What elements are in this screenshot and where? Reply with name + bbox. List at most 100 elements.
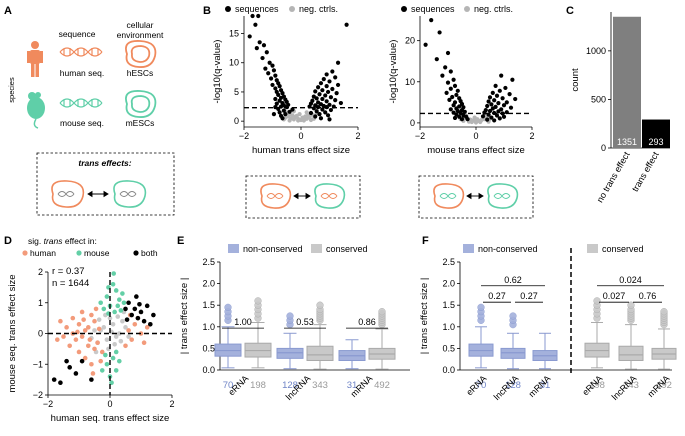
sequence-point: [333, 98, 338, 103]
x-tick-label: 2: [529, 131, 534, 141]
point-both: [58, 380, 63, 386]
point-both: [67, 365, 72, 370]
point-mouse: [121, 300, 127, 306]
sequence-point: [445, 80, 451, 85]
legend-marker-conserved: [311, 244, 322, 253]
sequence-point: [448, 69, 453, 74]
mesc-label: mESCs: [126, 118, 155, 128]
panel-label-f: F: [422, 235, 429, 247]
point-mouse: [98, 300, 103, 306]
point-mouse: [115, 303, 121, 309]
sequence-point: [277, 98, 282, 103]
pvalue-label: 0.027: [603, 291, 626, 301]
x-tick-label: 0: [107, 399, 112, 409]
sequence-point: [437, 30, 442, 35]
col-env-label-2: environment: [117, 30, 164, 40]
legend-title: sig. trans effect in:: [28, 236, 97, 246]
n-annotation: n = 1644: [52, 278, 89, 289]
point-human: [64, 325, 69, 330]
pvalue-label: 0.27: [488, 291, 506, 301]
point-human: [99, 349, 105, 355]
point-human: [98, 358, 103, 364]
box-outlier: [477, 303, 485, 312]
count-non-conserved: 31: [347, 380, 358, 391]
legend-sequences-label-2: sequences: [411, 4, 455, 14]
sequence-point: [271, 112, 277, 117]
count-label: 31: [540, 380, 551, 391]
sequence-point: [325, 89, 331, 95]
box-outlier: [316, 301, 324, 309]
sequence-point: [247, 34, 252, 39]
point-human: [93, 306, 99, 312]
y-tick-label: −2: [33, 390, 43, 400]
point-nonsig: [123, 325, 128, 330]
count-label: 343: [623, 380, 639, 391]
point-human: [82, 328, 88, 333]
point-both: [123, 306, 128, 312]
y-tick-label: 0.5: [442, 343, 455, 353]
point-human: [129, 337, 134, 342]
point-mouse: [99, 368, 105, 373]
bar-chart-counts: 0 500 1000 count 1351 no trans effect 293 trans…: [570, 12, 670, 204]
point-nonsig: [110, 321, 116, 327]
point-human: [76, 321, 82, 327]
schematic-mouse-arrow: [466, 192, 484, 200]
y-tick-label: 10: [405, 77, 415, 87]
point-human: [82, 355, 88, 361]
count-label: 70: [476, 380, 487, 391]
schematic-human-dna-2: [320, 193, 338, 199]
schematic-box-mouse: [418, 175, 534, 219]
x-tick-label: 0: [298, 131, 303, 141]
sequence-point: [459, 117, 465, 122]
trans-effects-gray-dna-2: [119, 191, 137, 197]
legend-label-non-conserved: non-conserved: [243, 244, 303, 254]
point-human: [90, 371, 96, 376]
count-conserved: 343: [312, 380, 328, 391]
box-outlier: [627, 301, 635, 309]
sequence-point: [323, 93, 328, 98]
point-both: [51, 377, 57, 382]
bar-no-trans-effect: [613, 16, 641, 149]
point-both: [79, 358, 85, 364]
box-iqr: [306, 345, 334, 361]
point-human: [144, 325, 150, 330]
neg-ctrl-point: [304, 110, 309, 115]
neg-ctrl-point: [469, 119, 474, 125]
box-iqr: [276, 347, 304, 359]
mesc-cell-icon: [125, 90, 157, 118]
schematic-box-human: [245, 175, 361, 219]
y-axis-label: | trans effect size |: [419, 278, 430, 355]
sequence-point: [327, 117, 332, 122]
point-human: [86, 343, 91, 349]
sequence-point: [324, 99, 329, 104]
point-nonsig: [104, 337, 110, 342]
sequence-point: [465, 117, 470, 122]
legend-marker-non-conserved: [228, 244, 239, 253]
legend-sequences-label: sequences: [235, 4, 279, 14]
sequence-point: [440, 73, 445, 78]
y-tick-label: 1.5: [202, 300, 215, 310]
y-tick-label: 2.0: [202, 279, 215, 289]
sequence-point: [501, 114, 507, 119]
bar-trans-effect: [642, 119, 670, 148]
sequence-point: [496, 109, 501, 114]
schematic-mouse-hesc-cell: [433, 183, 465, 209]
point-human: [55, 337, 60, 342]
y-tick-label: 1: [38, 298, 43, 308]
sequence-point: [459, 101, 465, 107]
schematic-human-mesc-cell: [314, 183, 346, 209]
sequence-point: [501, 103, 507, 108]
y-tick-label: 2.0: [442, 279, 455, 289]
pvalue-label-span: 0.62: [504, 275, 522, 285]
sequence-point: [313, 89, 318, 94]
sequence-point: [327, 79, 332, 84]
count-conserved: 492: [374, 380, 390, 391]
hesc-cell-icon: [125, 40, 157, 68]
y-tick-label: 0: [38, 329, 43, 339]
y-axis-label: -log10(q-value): [212, 40, 223, 104]
sequence-point: [324, 72, 329, 77]
sequence-point: [487, 95, 493, 100]
panel-label-e: E: [177, 235, 184, 247]
